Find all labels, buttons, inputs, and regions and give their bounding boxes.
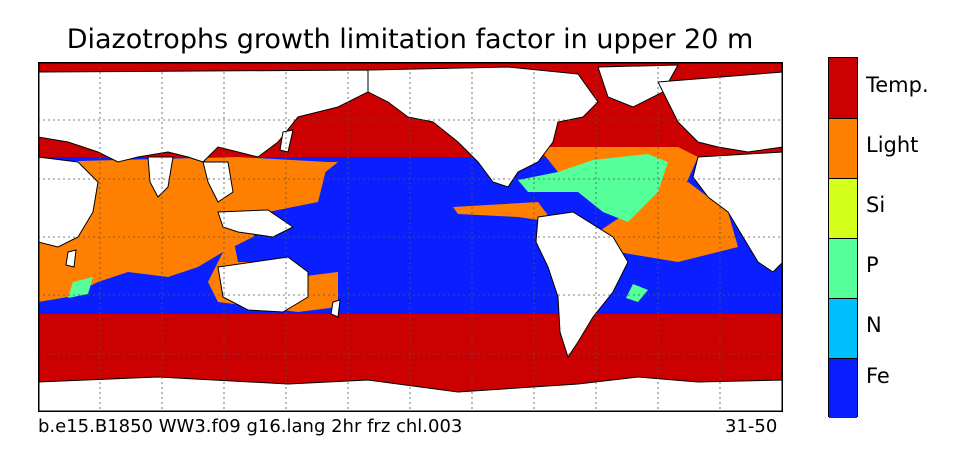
south-atlantic-light-region [598,182,738,262]
new-zealand-land [330,299,341,318]
africa-west-land [38,156,99,248]
east-pacific-light-region [453,202,553,222]
north-america-land [367,66,599,188]
years-label: 31-50 [725,416,778,437]
map-canvas [38,62,783,412]
colorbar-segment-fe [829,358,857,418]
colorbar [828,57,858,418]
colorbar-segment-light [829,118,857,178]
india-land [147,156,174,198]
colorbar-label-light: Light [866,133,919,157]
graticule [38,62,783,412]
colorbar-segment-temp [829,58,857,118]
atlantic-p-region [518,154,668,222]
australia-land [217,256,309,313]
chart-title: Diazotrophs growth limitation factor in … [66,24,754,55]
colorbar-label-n: N [866,313,882,337]
south-p-sliver-2 [626,284,648,302]
colorbar-segment-n [829,298,857,358]
colorbar-label-temp: Temp. [866,73,929,97]
colorbar-label-p: P [866,253,879,277]
greenland-land [597,64,679,108]
colorbar-label-si: Si [866,193,886,217]
colorbar-label-fe: Fe [866,364,890,388]
eurasia-land [38,69,369,163]
europe-land [657,71,783,153]
madagascar-land [65,249,77,268]
map-frame [38,62,783,412]
case-name-label: b.e15.B1850 WW3.f09 g16.lang 2hr frz chl… [38,416,463,437]
africa-land [692,151,783,273]
colorbar-segment-si [829,178,857,238]
colorbar-segment-p [829,238,857,298]
japan-land [279,129,294,153]
south-p-sliver-1 [68,277,93,298]
global-map [38,62,783,412]
